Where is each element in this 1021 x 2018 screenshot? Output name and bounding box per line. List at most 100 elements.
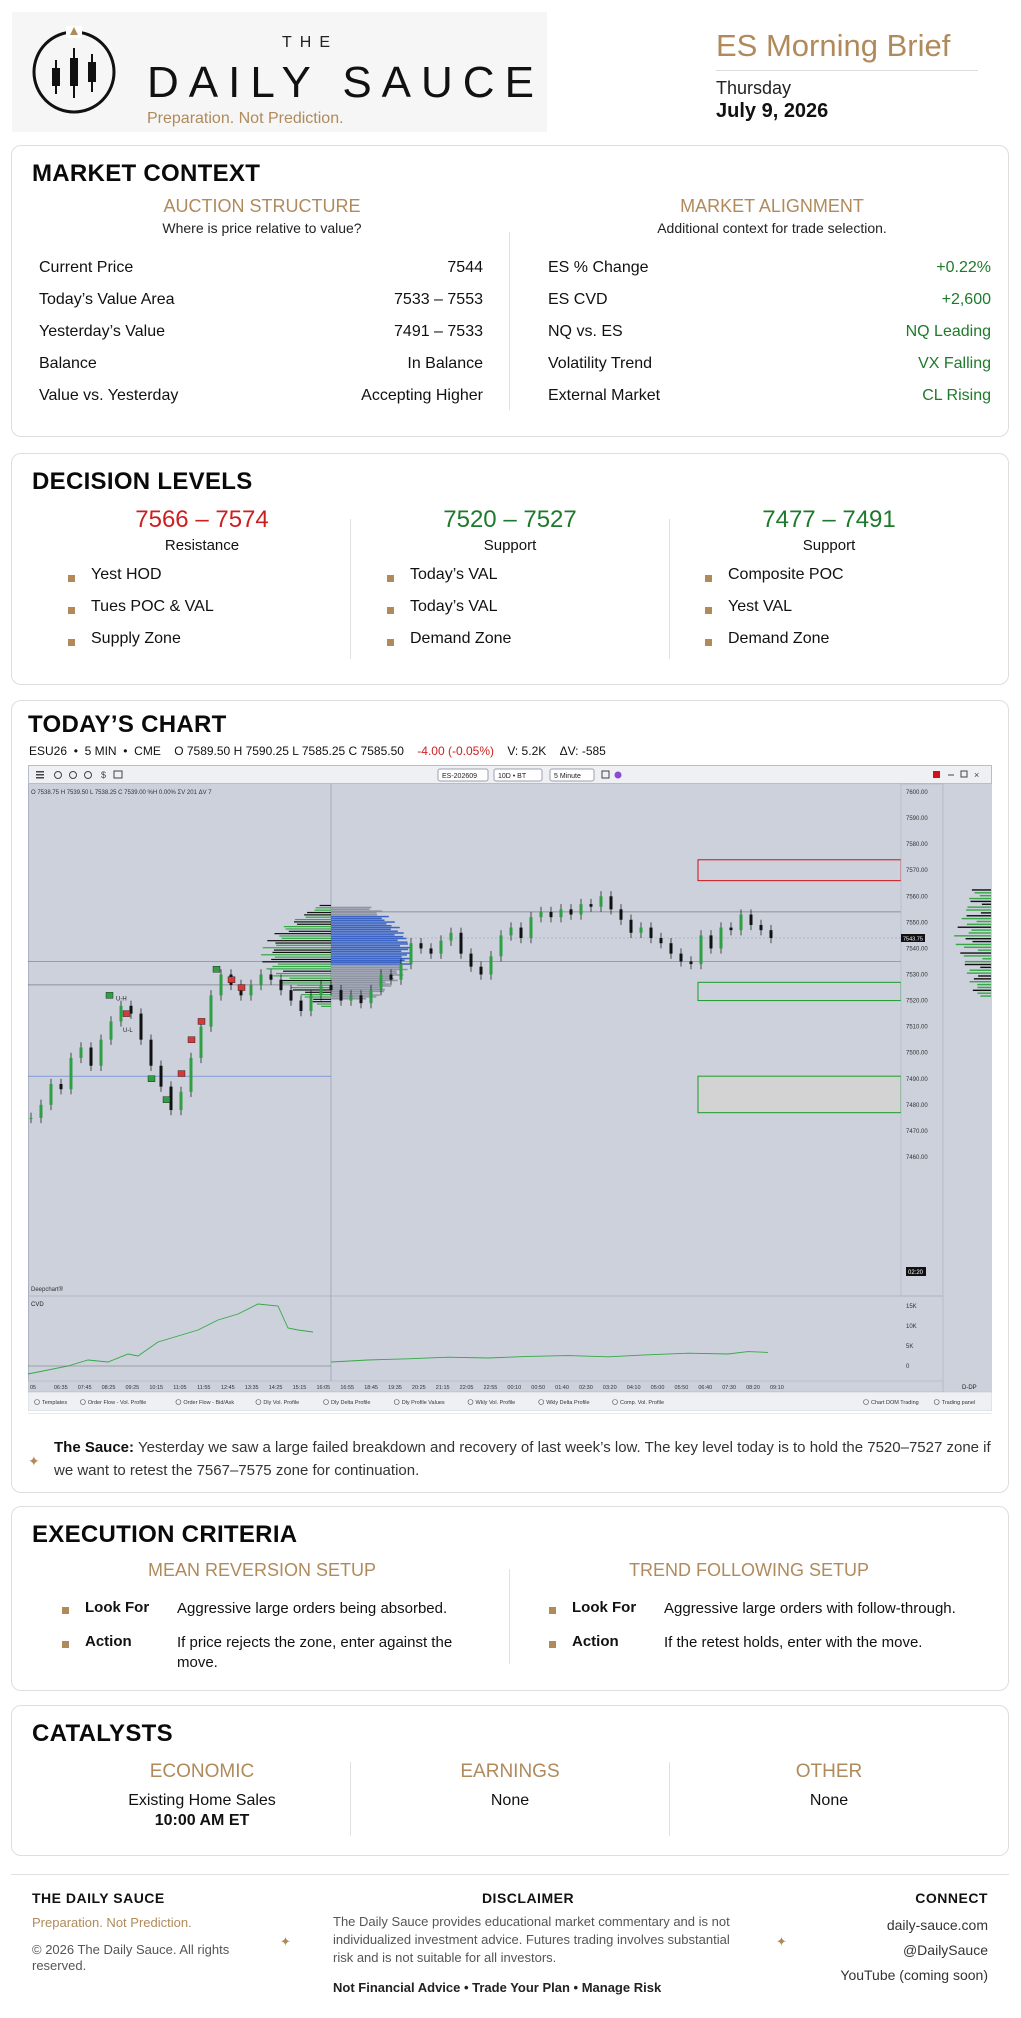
level-item: Today’s VAL [410, 566, 498, 583]
kv-row: Volatility Trend VX Falling [548, 351, 991, 379]
ddp-bar [969, 897, 991, 900]
price-chart[interactable]: $ ES-202609 10D • BT 5 Minute × O 7538.7… [27, 764, 993, 1412]
social-link[interactable]: @DailySauce [902, 1942, 988, 1958]
countdown-label: 02:20 [908, 1270, 924, 1276]
ddp-bar [955, 943, 991, 946]
ddp-bar [965, 938, 991, 940]
dollar-icon: $ [101, 770, 106, 780]
website-link[interactable]: daily-sauce.com [886, 1917, 988, 1933]
candle-body [39, 1104, 43, 1118]
chart-footer-toolbar[interactable]: Templates Order Flow - Vol. Profile Order … [34, 1399, 976, 1407]
delta-profile-bar [283, 926, 331, 928]
volume-profile-bar [331, 934, 395, 936]
volume-profile-bar [331, 948, 409, 951]
volume-profile-bar [331, 988, 386, 991]
interval-select[interactable] [549, 768, 595, 782]
candle-body [549, 911, 553, 918]
footer-toggle-icon [467, 1399, 474, 1405]
footer-brand: THE DAILY SAUCE [32, 1890, 165, 1906]
kv-value: 7544 [447, 259, 483, 276]
time-tick-label: 10:15 [149, 1385, 163, 1391]
volume-profile-bar [331, 939, 398, 942]
symbol-select[interactable] [437, 768, 489, 782]
candle-body [329, 984, 333, 991]
cvd-tick-label: 10K [906, 1324, 917, 1330]
price-tick-label: 7490.00 [906, 1077, 928, 1083]
catalyst-line: 10:00 AM ET [154, 1812, 250, 1829]
volume-profile-bar [331, 928, 391, 931]
volume-profile-bar [331, 997, 367, 1000]
kv-value: CL Rising [922, 387, 991, 404]
level-range-resistance: 7566 – 7574 [135, 506, 269, 533]
bullet-icon [387, 575, 394, 582]
candle-body [379, 974, 383, 991]
bullet-icon [705, 607, 712, 614]
volume-profile-bar [331, 946, 411, 949]
candle-body [79, 1047, 83, 1058]
delta-profile-bar [314, 909, 331, 911]
time-tick-label: 15:15 [293, 1385, 307, 1391]
ddp-bar [966, 923, 991, 926]
candle-body [29, 1117, 33, 1119]
divider [11, 1874, 1009, 1875]
time-tick-label: 04:10 [627, 1385, 641, 1391]
column-divider [509, 1569, 510, 1664]
delta-profile-bar [282, 979, 331, 982]
disclaimer-text: The Daily Sauce provides educational mar… [333, 1914, 730, 1965]
kv-value: +0.22% [936, 259, 991, 276]
delta-profile-bar [294, 918, 331, 921]
ddp-bar [982, 958, 991, 960]
delta-profile-bar [319, 904, 331, 907]
youtube-link[interactable]: YouTube (coming soon) [840, 1967, 988, 1983]
delta-profile-bar [304, 996, 331, 998]
ddp-bar [964, 963, 991, 966]
kv-value: In Balance [407, 355, 483, 372]
minimize-icon[interactable] [948, 774, 954, 776]
time-tick-label: 13:35 [245, 1385, 259, 1391]
volume-profile-bar [331, 979, 398, 982]
sauce-note-text: Yesterday we saw a large failed breakdow… [54, 1439, 991, 1479]
candle-body [259, 974, 263, 985]
volume-profile-bar [331, 950, 402, 953]
time-tick-label: 09:10 [770, 1385, 784, 1391]
footer-toggle-label: Wkly Vol. Profile [476, 1400, 516, 1406]
level-item: Tues POC & VAL [91, 598, 214, 615]
time-tick-label: 05 [30, 1385, 36, 1391]
price-tick-label: 7470.00 [906, 1129, 928, 1135]
ddp-bar [966, 972, 991, 974]
calendar-icon[interactable] [601, 770, 610, 779]
chart-watermark: Deepchart® [31, 1286, 64, 1293]
cvd-tick-label: 15K [906, 1304, 917, 1310]
exec-text: If price rejects the zone, enter against… [177, 1634, 453, 1671]
range-select[interactable] [493, 768, 543, 782]
candle-body [679, 953, 683, 962]
sparkle-icon: ✦ [776, 1934, 787, 1949]
volume-profile-bar [331, 990, 385, 993]
delta-profile-bar [285, 928, 331, 930]
chart-delta: ΔV: -585 [559, 744, 606, 758]
footer-tagline: Preparation. Not Prediction. [32, 1915, 192, 1930]
ddp-bar [980, 966, 991, 969]
level-item: Yest HOD [91, 566, 162, 583]
candle-body [729, 927, 733, 931]
footer-toggle-label: Order Flow - Bid/Ask [183, 1400, 234, 1406]
delta-profile-bar [272, 965, 331, 968]
close-icon[interactable]: × [974, 770, 979, 780]
candle-body [389, 974, 393, 980]
price-tick-label: 7570.00 [906, 868, 928, 874]
delta-profile-bar [277, 963, 331, 965]
candle-body [129, 1005, 133, 1014]
delta-profile-bar [275, 942, 331, 944]
delta-profile-bar [290, 987, 331, 989]
logo-the: THE [282, 34, 338, 51]
delta-profile-bar [267, 940, 331, 942]
record-icon[interactable] [933, 771, 940, 778]
ddp-bar [971, 889, 991, 891]
ddp-bar [960, 952, 991, 954]
candle-body [589, 904, 593, 907]
maximize-icon[interactable] [960, 770, 968, 778]
chart-screenshot[interactable]: $ ES-202609 10D • BT 5 Minute × O 7538.7… [27, 764, 993, 1412]
delta-profile-bar [301, 994, 331, 996]
ddp-bar [976, 920, 991, 923]
indicator-icon[interactable] [614, 771, 622, 779]
